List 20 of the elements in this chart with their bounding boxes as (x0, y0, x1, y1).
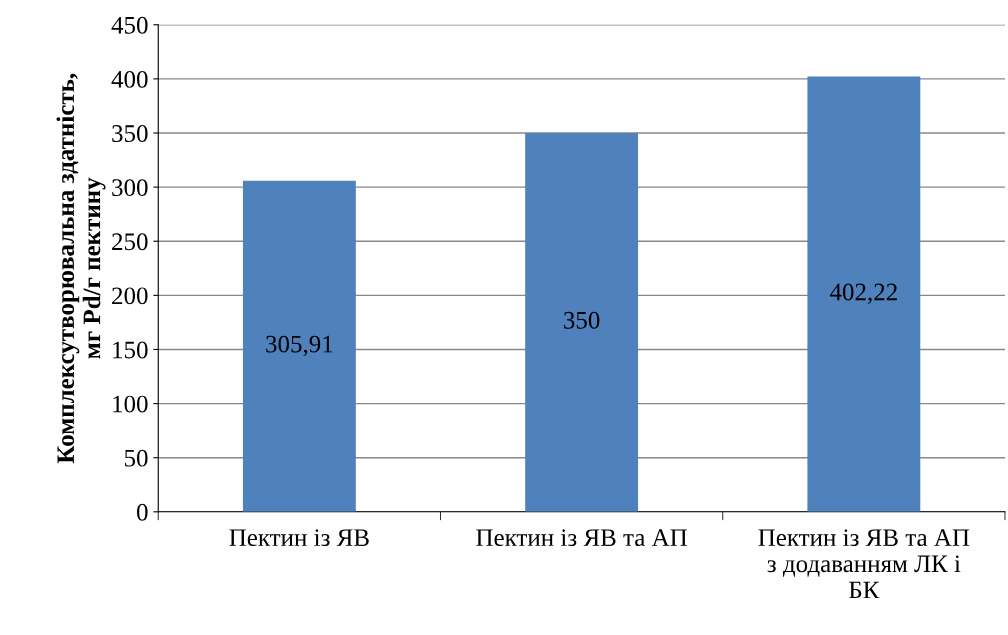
y-tick-label: 50 (124, 449, 148, 467)
x-tick-label: Пектин із ЯВ (229, 529, 369, 547)
data-label: 350 (564, 311, 600, 329)
bar (807, 76, 921, 512)
y-tick-label: 300 (112, 179, 148, 197)
x-tick-label: Пектин із ЯВ та АП (476, 529, 687, 547)
y-tick-label: 200 (112, 287, 148, 305)
data-label: 402,22 (829, 283, 897, 304)
bar (525, 133, 639, 512)
y-tick-label: 450 (111, 16, 148, 34)
y-tick-label: 100 (113, 395, 148, 413)
y-tick-label: 250 (112, 233, 148, 251)
bar (242, 180, 356, 512)
x-tick-label: Пектин із ЯВ та АП з додаванням ЛК і БК (758, 529, 970, 599)
y-axis-title: Комплексутворювальна здатність, мг Pd/г пектину (56, 73, 106, 464)
y-tick-label: 350 (112, 125, 148, 142)
y-tick-label: 0 (136, 503, 148, 521)
y-tick-label: 150 (113, 341, 148, 359)
y-tick-label: 400 (111, 70, 148, 88)
data-label: 305,91 (266, 335, 333, 357)
